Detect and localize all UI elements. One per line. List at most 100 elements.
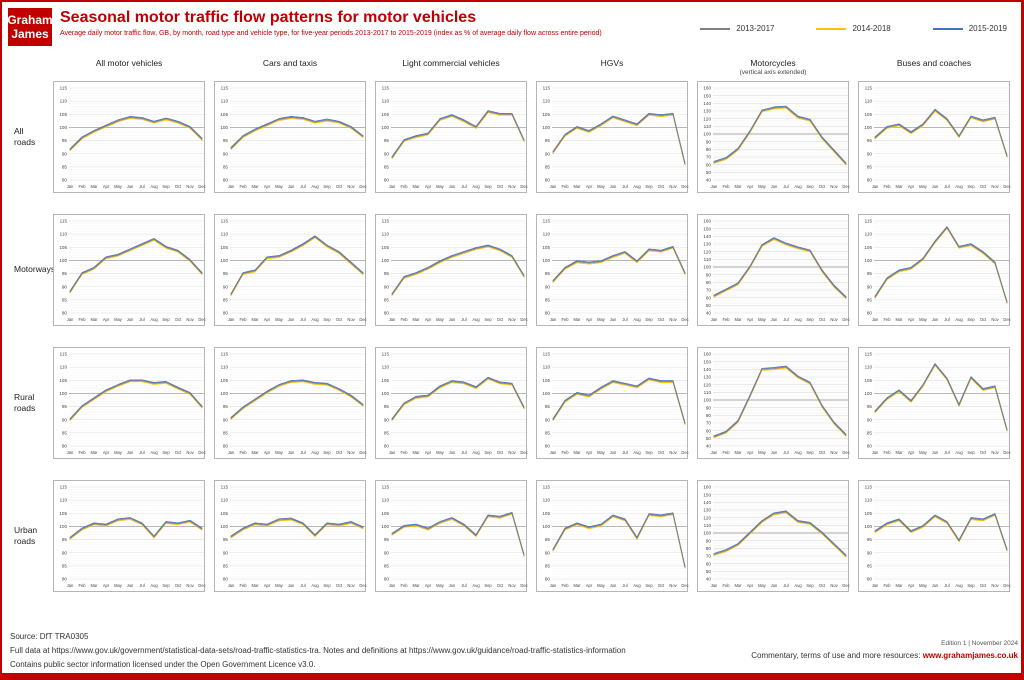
svg-text:80: 80 xyxy=(867,311,873,316)
svg-text:Jun: Jun xyxy=(288,317,295,322)
svg-text:90: 90 xyxy=(867,151,873,156)
svg-text:70: 70 xyxy=(706,421,712,426)
series-line-2015-2019 xyxy=(874,363,1008,430)
svg-text:105: 105 xyxy=(864,378,872,383)
svg-text:Sep: Sep xyxy=(162,184,170,189)
svg-text:105: 105 xyxy=(220,112,228,117)
column-header-label: Cars and taxis xyxy=(262,58,318,68)
svg-text:Jul: Jul xyxy=(622,184,627,189)
svg-text:Apr: Apr xyxy=(586,184,593,189)
svg-text:115: 115 xyxy=(543,219,551,224)
svg-text:85: 85 xyxy=(545,563,551,568)
svg-text:Dec: Dec xyxy=(520,450,527,455)
svg-text:Oct: Oct xyxy=(980,583,987,588)
svg-text:Sep: Sep xyxy=(323,583,331,588)
header: Graham James Seasonal motor traffic flow… xyxy=(2,2,1021,56)
svg-text:90: 90 xyxy=(545,550,551,555)
svg-text:Jun: Jun xyxy=(288,583,295,588)
full-data-text: Full data at https://www.gov.uk/governme… xyxy=(10,646,626,655)
svg-text:95: 95 xyxy=(223,271,229,276)
svg-text:115: 115 xyxy=(60,485,68,490)
logo-line-1: Graham xyxy=(7,12,53,27)
svg-text:110: 110 xyxy=(543,365,551,370)
svg-text:100: 100 xyxy=(59,125,67,130)
svg-text:120: 120 xyxy=(703,515,711,520)
svg-text:95: 95 xyxy=(867,138,873,143)
svg-text:Feb: Feb xyxy=(78,184,86,189)
svg-text:150: 150 xyxy=(703,492,711,497)
svg-text:Jan: Jan xyxy=(228,583,235,588)
svg-text:Oct: Oct xyxy=(336,450,343,455)
svg-text:90: 90 xyxy=(706,139,712,144)
svg-text:Apr: Apr xyxy=(747,583,754,588)
svg-text:80: 80 xyxy=(62,178,68,183)
commentary-prefix: Commentary, terms of use and more resour… xyxy=(751,651,923,660)
svg-text:Oct: Oct xyxy=(336,583,343,588)
svg-text:85: 85 xyxy=(545,430,551,435)
svg-text:May: May xyxy=(919,184,928,189)
svg-text:80: 80 xyxy=(62,577,68,582)
svg-text:Sep: Sep xyxy=(806,450,814,455)
column-header-sublabel xyxy=(214,69,366,77)
svg-text:105: 105 xyxy=(59,511,67,516)
svg-text:Jun: Jun xyxy=(288,450,295,455)
series-line-2014-2018 xyxy=(713,107,847,166)
svg-text:95: 95 xyxy=(62,404,68,409)
svg-text:Aug: Aug xyxy=(794,583,802,588)
svg-text:May: May xyxy=(597,450,606,455)
column-headers: All motor vehicles Cars and taxis Light co… xyxy=(8,58,1020,77)
series-line-2014-2018 xyxy=(391,246,525,296)
svg-text:Jun: Jun xyxy=(932,317,939,322)
series-line-2013-2017 xyxy=(552,378,686,425)
chart-panel-all-roads-hgvs: 80 85 90 95 100 105 110 115 Jan Feb Mar Apr May Jun Ju… xyxy=(536,81,689,193)
svg-text:Sep: Sep xyxy=(323,317,331,322)
svg-text:85: 85 xyxy=(384,430,390,435)
series-line-2014-2018 xyxy=(230,237,364,296)
svg-text:Apr: Apr xyxy=(586,583,593,588)
svg-text:85: 85 xyxy=(867,297,873,302)
svg-text:100: 100 xyxy=(59,524,67,529)
svg-text:Feb: Feb xyxy=(561,583,569,588)
svg-text:105: 105 xyxy=(381,245,389,250)
svg-text:Jan: Jan xyxy=(389,583,396,588)
series-line-2013-2017 xyxy=(69,116,203,151)
svg-text:Apr: Apr xyxy=(908,317,915,322)
svg-text:Feb: Feb xyxy=(239,583,247,588)
svg-text:Dec: Dec xyxy=(842,184,849,189)
grahamjames-link[interactable]: www.grahamjames.co.uk xyxy=(922,651,1018,660)
svg-text:Oct: Oct xyxy=(336,184,343,189)
svg-text:Dec: Dec xyxy=(359,450,366,455)
svg-text:Aug: Aug xyxy=(472,184,480,189)
svg-text:Feb: Feb xyxy=(883,317,891,322)
series-line-2014-2018 xyxy=(552,379,686,426)
svg-text:Jul: Jul xyxy=(783,450,788,455)
svg-text:Oct: Oct xyxy=(175,184,182,189)
commentary-text: Commentary, terms of use and more resour… xyxy=(751,651,1018,660)
series-line-2015-2019 xyxy=(391,511,525,555)
series-line-2014-2018 xyxy=(713,367,847,439)
svg-text:Nov: Nov xyxy=(830,317,838,322)
svg-text:Aug: Aug xyxy=(472,317,480,322)
svg-text:80: 80 xyxy=(545,311,551,316)
series-line-2013-2017 xyxy=(552,113,686,165)
series-line-2014-2018 xyxy=(391,513,525,557)
column-header-cars-and-taxis: Cars and taxis xyxy=(214,58,366,77)
legend-item-2013-2017: 2013-2017 xyxy=(700,24,774,33)
svg-text:85: 85 xyxy=(545,164,551,169)
svg-text:105: 105 xyxy=(59,378,67,383)
svg-text:105: 105 xyxy=(59,245,67,250)
series-line-2015-2019 xyxy=(552,512,686,567)
svg-text:Apr: Apr xyxy=(425,317,432,322)
svg-text:80: 80 xyxy=(867,577,873,582)
svg-text:Nov: Nov xyxy=(186,450,194,455)
svg-text:Sep: Sep xyxy=(162,583,170,588)
svg-text:Jun: Jun xyxy=(449,450,456,455)
svg-text:85: 85 xyxy=(545,297,551,302)
svg-text:110: 110 xyxy=(60,498,68,503)
svg-text:90: 90 xyxy=(384,417,390,422)
series-line-2014-2018 xyxy=(552,247,686,283)
svg-text:105: 105 xyxy=(381,378,389,383)
svg-text:85: 85 xyxy=(867,563,873,568)
svg-text:150: 150 xyxy=(703,359,711,364)
svg-text:Jun: Jun xyxy=(610,184,617,189)
